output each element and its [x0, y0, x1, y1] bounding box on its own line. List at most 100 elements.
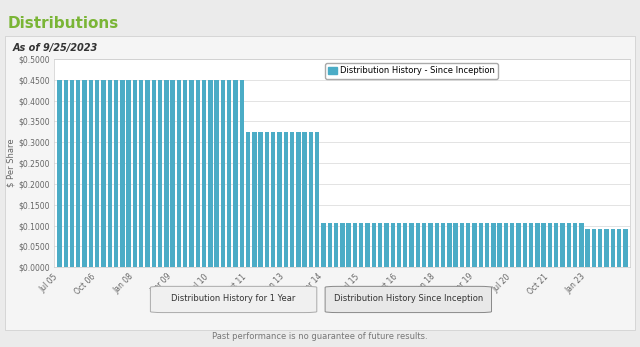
Bar	[435, 223, 439, 267]
Bar	[460, 223, 464, 267]
Bar	[611, 229, 615, 267]
Bar	[89, 80, 93, 267]
Bar	[334, 223, 339, 267]
Bar	[604, 229, 609, 267]
Bar	[152, 80, 156, 267]
Bar	[114, 80, 118, 267]
Bar	[76, 80, 81, 267]
Text: Distribution History Since Inception: Distribution History Since Inception	[333, 294, 483, 303]
Legend: Distribution History - Since Inception: Distribution History - Since Inception	[325, 63, 498, 79]
Bar	[491, 223, 495, 267]
Bar	[127, 80, 131, 267]
Bar	[541, 223, 546, 267]
Bar	[158, 80, 163, 267]
Bar	[522, 223, 527, 267]
Bar	[378, 223, 382, 267]
Bar	[308, 132, 313, 267]
Bar	[592, 229, 596, 267]
Text: Distributions: Distributions	[8, 16, 119, 31]
Bar	[265, 132, 269, 267]
Bar	[164, 80, 168, 267]
Text: Past performance is no guarantee of future results.: Past performance is no guarantee of futu…	[212, 332, 428, 341]
Bar	[315, 132, 319, 267]
Bar	[290, 132, 294, 267]
Bar	[196, 80, 200, 267]
Bar	[428, 223, 433, 267]
Bar	[422, 223, 426, 267]
Bar	[447, 223, 451, 267]
Bar	[284, 132, 288, 267]
Bar	[548, 223, 552, 267]
Bar	[510, 223, 515, 267]
Bar	[303, 132, 307, 267]
Bar	[573, 223, 577, 267]
Text: As of 9/25/2023: As of 9/25/2023	[13, 43, 98, 53]
Bar	[560, 223, 564, 267]
Bar	[485, 223, 489, 267]
Bar	[139, 80, 143, 267]
Bar	[101, 80, 106, 267]
Bar	[403, 223, 408, 267]
Bar	[623, 229, 628, 267]
Bar	[120, 80, 125, 267]
Bar	[504, 223, 508, 267]
Bar	[63, 80, 68, 267]
Bar	[598, 229, 602, 267]
Bar	[384, 223, 388, 267]
Bar	[466, 223, 470, 267]
Bar	[95, 80, 99, 267]
Bar	[579, 223, 584, 267]
Bar	[189, 80, 194, 267]
FancyBboxPatch shape	[325, 286, 492, 313]
Bar	[365, 223, 370, 267]
Bar	[246, 132, 250, 267]
Bar	[170, 80, 175, 267]
Bar	[415, 223, 420, 267]
Bar	[296, 132, 301, 267]
Bar	[234, 80, 237, 267]
Bar	[227, 80, 232, 267]
Bar	[214, 80, 219, 267]
Bar	[346, 223, 351, 267]
Bar	[202, 80, 206, 267]
Bar	[221, 80, 225, 267]
Bar	[177, 80, 181, 267]
Bar	[410, 223, 414, 267]
Bar	[397, 223, 401, 267]
Bar	[328, 223, 332, 267]
Bar	[340, 223, 344, 267]
Bar	[441, 223, 445, 267]
Bar	[277, 132, 282, 267]
Bar	[208, 80, 212, 267]
Bar	[83, 80, 87, 267]
Bar	[252, 132, 257, 267]
Bar	[566, 223, 571, 267]
Bar	[108, 80, 112, 267]
Bar	[516, 223, 521, 267]
Bar	[271, 132, 275, 267]
Bar	[183, 80, 188, 267]
Bar	[472, 223, 477, 267]
Bar	[259, 132, 263, 267]
Bar	[586, 229, 590, 267]
Bar	[529, 223, 533, 267]
Bar	[239, 80, 244, 267]
Bar	[479, 223, 483, 267]
Bar	[453, 223, 458, 267]
FancyBboxPatch shape	[150, 286, 317, 313]
Bar	[554, 223, 559, 267]
Bar	[617, 229, 621, 267]
Bar	[70, 80, 74, 267]
Y-axis label: $ Per Share: $ Per Share	[6, 139, 15, 187]
Bar	[57, 80, 61, 267]
Bar	[359, 223, 364, 267]
Bar	[321, 223, 326, 267]
Bar	[353, 223, 357, 267]
Bar	[132, 80, 137, 267]
Text: Distribution History for 1 Year: Distribution History for 1 Year	[172, 294, 296, 303]
Bar	[535, 223, 540, 267]
Bar	[372, 223, 376, 267]
Bar	[390, 223, 395, 267]
Bar	[497, 223, 502, 267]
Bar	[145, 80, 150, 267]
